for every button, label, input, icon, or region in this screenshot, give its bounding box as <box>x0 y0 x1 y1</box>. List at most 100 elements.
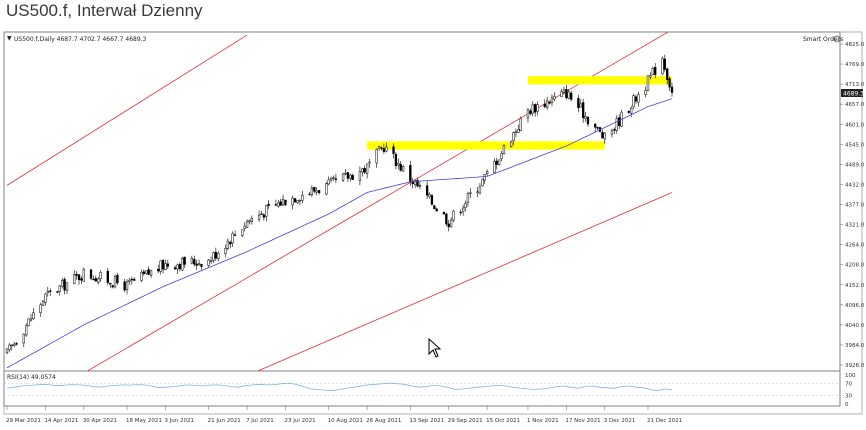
candle-body <box>334 178 338 180</box>
candle-body <box>649 75 652 78</box>
candle-body <box>562 89 566 93</box>
candle-body <box>382 148 386 152</box>
candle-body <box>363 168 366 173</box>
candle-body <box>610 130 614 135</box>
candle-body <box>310 187 314 196</box>
candle-body <box>411 181 414 184</box>
candle-body <box>442 211 446 215</box>
candle-body <box>529 110 532 114</box>
candle-body <box>397 162 400 166</box>
candle-body <box>29 318 33 321</box>
candle-body <box>469 192 472 194</box>
resistance-zone <box>367 141 605 150</box>
candle-body <box>173 267 177 270</box>
candle-body <box>579 103 582 108</box>
rsi-indicator: 100 70 30 0 <box>4 373 856 408</box>
y-tick-label: 4545.0 <box>845 142 865 148</box>
candle-body <box>430 195 434 205</box>
candle-body <box>418 185 422 187</box>
candle-body <box>531 104 534 114</box>
candle-body <box>243 225 246 229</box>
candle-body <box>644 90 647 95</box>
candle-body <box>267 203 270 206</box>
x-tick-label: 29 Mar 2021 <box>6 418 41 424</box>
rsi-tick-label: 70 <box>845 382 852 388</box>
candle-body <box>82 269 85 282</box>
symbol-info: US500.f,Daily 4687.7 4702.7 4667.7 4689.… <box>14 36 147 43</box>
y-tick-label: 4657.0 <box>845 102 865 108</box>
candle-body <box>149 270 153 276</box>
candle-body <box>301 194 304 201</box>
candle-body <box>245 221 249 228</box>
candle-body <box>214 251 218 259</box>
x-tick-label: 10 Aug 2021 <box>328 418 363 424</box>
candle-body <box>5 348 9 353</box>
candle-body <box>281 199 285 206</box>
candle-body <box>550 97 554 104</box>
candle-body <box>123 281 126 291</box>
candle-body <box>176 264 179 270</box>
candle-body <box>190 257 194 264</box>
x-tick-label: 3 Dec 2021 <box>604 418 636 424</box>
candle-body <box>207 259 210 266</box>
candle-body <box>349 174 352 179</box>
x-tick-label: 15 Oct 2021 <box>486 418 520 424</box>
candle-body <box>466 193 470 203</box>
candle-body <box>661 58 664 75</box>
candle-body <box>476 191 479 193</box>
y-tick-label: 3984.0 <box>845 343 865 349</box>
y-tick-label: 4432.0 <box>845 182 865 188</box>
candle-body <box>399 163 402 171</box>
candle-body <box>63 279 66 291</box>
candle-body <box>478 186 482 194</box>
candle-body <box>483 174 486 181</box>
x-tick-label: 17 Nov 2021 <box>565 418 600 424</box>
current-price-label: 4689.3 <box>843 91 864 98</box>
rsi-label: RSI(14) 49.0574 <box>7 374 56 381</box>
candle-body <box>142 271 145 274</box>
candle-body <box>233 234 237 236</box>
candle-body <box>315 190 318 193</box>
y-tick-label: 4264.0 <box>845 243 865 249</box>
y-tick-label: 4601.0 <box>845 122 865 128</box>
y-tick-label: 4040.0 <box>845 323 865 329</box>
candle-body <box>534 104 537 113</box>
candle-body <box>445 213 448 225</box>
candle-body <box>75 273 78 276</box>
y-tick-label: 4713.0 <box>845 82 865 88</box>
time-axis: 29 Mar 2021 14 Apr 2021 30 Apr 2021 18 May … <box>6 406 682 424</box>
candle-body <box>58 285 61 292</box>
candle-body <box>358 170 362 181</box>
candle-body <box>394 154 398 166</box>
candle-body <box>548 101 551 104</box>
candle-body <box>145 270 148 274</box>
smart-orders-icon[interactable] <box>833 35 841 43</box>
candle-body <box>77 274 81 281</box>
candle-body <box>183 256 186 265</box>
candle-body <box>361 168 364 173</box>
candle-body <box>164 263 167 270</box>
y-tick-label: 4825.0 <box>845 42 865 48</box>
candle-body <box>159 260 162 272</box>
y-tick-label: 4377.0 <box>845 203 865 209</box>
x-tick-label: 30 Apr 2021 <box>83 418 117 424</box>
candle-body <box>329 178 333 181</box>
candle-body <box>485 171 489 175</box>
candle-body <box>565 88 568 99</box>
candle-body <box>284 199 287 206</box>
chevron-down-icon[interactable]: ▼ <box>7 35 12 42</box>
candle-body <box>140 272 143 281</box>
x-tick-label: 13 Sep 2021 <box>409 418 444 424</box>
moving-average <box>6 98 673 369</box>
candle-body <box>22 333 25 344</box>
candle-body <box>73 274 76 284</box>
candle-body <box>125 280 129 290</box>
candle-body <box>634 96 638 102</box>
candle-body <box>668 78 671 88</box>
candle-body <box>49 290 52 292</box>
smart-orders-label[interactable]: Smart Orders <box>803 36 843 43</box>
x-tick-label: 14 Apr 2021 <box>44 418 78 424</box>
candle-body <box>193 258 196 265</box>
candle-body <box>327 179 330 185</box>
